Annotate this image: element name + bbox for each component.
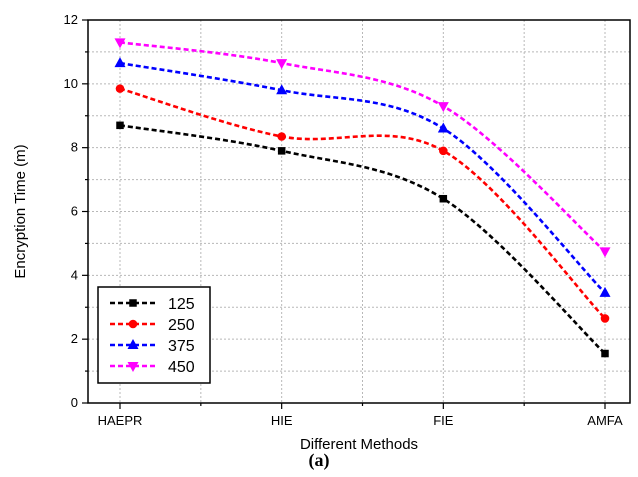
data-point: [277, 132, 286, 141]
y-tick-label: 10: [64, 76, 78, 91]
series-375: [114, 57, 611, 297]
data-point: [599, 286, 611, 297]
data-point: [276, 59, 288, 70]
data-point: [437, 122, 449, 133]
series-125: [116, 121, 609, 358]
legend-marker: [129, 299, 137, 307]
legend-marker: [128, 319, 138, 329]
legend-item: 450: [110, 359, 195, 376]
data-point: [116, 121, 124, 130]
legend-label: 375: [168, 338, 195, 355]
series-layer: [114, 38, 611, 358]
y-tick-label: 4: [71, 267, 78, 282]
y-axis: 0 2 4 6 8 10 12: [64, 12, 88, 410]
series-line: [119, 61, 606, 294]
x-tick-label: HAEPR: [98, 413, 143, 428]
legend-label: 125: [168, 296, 195, 313]
data-point: [115, 84, 125, 93]
series-line: [119, 41, 606, 253]
legend-label: 450: [168, 359, 195, 376]
legend-label: 250: [168, 317, 195, 334]
legend-item: 250: [110, 317, 195, 334]
legend-item: 125: [110, 296, 195, 313]
data-point: [114, 38, 126, 49]
x-tick-label: AMFA: [587, 413, 623, 428]
y-tick-label: 8: [71, 140, 78, 155]
legend-marker: [127, 362, 139, 372]
line-chart: 0 2 4 6 8 10 12 HAEPR HIE FIE AMFA 125 250 375 450 E…: [12, 12, 631, 450]
legend-item: 375: [110, 338, 195, 355]
series-250: [115, 84, 610, 323]
data-point: [600, 314, 610, 323]
y-axis-title: Encryption Time (m): [12, 144, 29, 278]
data-point: [437, 102, 449, 113]
x-axis: HAEPR HIE FIE AMFA: [98, 403, 623, 428]
series-line: [119, 124, 606, 355]
x-tick-label: HIE: [271, 413, 293, 428]
figure-caption: (a): [308, 450, 330, 470]
data-point: [114, 57, 126, 68]
x-axis-title: Different Methods: [300, 436, 418, 450]
data-point: [601, 349, 609, 358]
legend-marker: [127, 339, 139, 349]
data-point: [599, 247, 611, 258]
y-tick-label: 6: [71, 204, 78, 219]
series-450: [114, 38, 611, 258]
data-point: [439, 146, 448, 156]
y-tick-label: 2: [71, 331, 78, 346]
x-tick-label: FIE: [433, 413, 454, 428]
y-tick-label: 0: [71, 395, 78, 410]
data-point: [277, 147, 286, 155]
series-line: [119, 87, 606, 320]
legend: 125 250 375 450: [97, 286, 211, 384]
y-tick-label: 12: [64, 12, 78, 27]
data-point: [276, 84, 288, 95]
data-point: [439, 194, 448, 203]
